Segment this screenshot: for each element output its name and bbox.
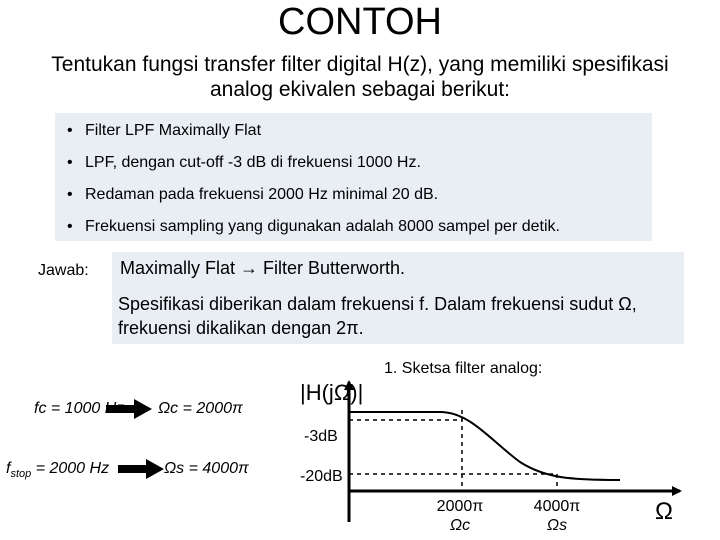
db20-label: -20dB: [300, 468, 343, 485]
bullet: •: [67, 186, 73, 203]
answer-line-1-suffix: Filter Butterworth.: [258, 258, 406, 278]
bullet: •: [67, 218, 73, 235]
right-arrow-icon: [118, 459, 164, 479]
answer-box: Maximally Flat → Filter Butterworth. Spe…: [112, 252, 684, 344]
answer-line-1: Maximally Flat → Filter Butterworth.: [120, 258, 405, 279]
bullet: •: [67, 154, 73, 171]
right-arrow-icon: →: [240, 258, 259, 278]
problem-statement: Tentukan fungsi transfer filter digital …: [51, 53, 669, 101]
sketch-caption: 1. Sketsa filter analog:: [384, 360, 543, 377]
fstop-symbol: f: [6, 460, 11, 477]
response-curve: [349, 411, 621, 481]
fc-formula: fc = 1000 Hz: [34, 400, 125, 417]
xtick-omega-s: 4000π Ωs: [525, 497, 589, 535]
omega-c-formula: Ωc = 2000π: [158, 400, 243, 417]
spec-item-text: Filter LPF Maximally Flat: [85, 122, 262, 139]
spec-item-text: Frekuensi sampling yang digunakan adalah…: [85, 218, 560, 235]
spec-box: • Filter LPF Maximally Flat • LPF, dengan …: [55, 113, 652, 241]
xtick-omega-s-symbol: Ωs: [546, 517, 568, 534]
spec-item: • Redaman pada frekuensi 2000 Hz minimal …: [67, 185, 438, 205]
fstop-subscript: stop: [10, 468, 32, 481]
frequency-axis-label: Ω: [655, 498, 673, 525]
spec-item-text: LPF, dengan cut-off -3 dB di frekuensi 1…: [85, 154, 421, 171]
xtick-omega-c-symbol: Ωc: [449, 517, 471, 534]
spec-item: • Frekuensi sampling yang digunakan adala…: [67, 217, 560, 237]
xtick-omega-c: 2000π Ωc: [428, 497, 492, 535]
right-arrow-icon: [106, 399, 152, 419]
fstop-value: = 2000 Hz: [31, 460, 110, 477]
answer-line-2: Spesifikasi diberikan dalam frekuensi f.…: [118, 294, 637, 338]
answer-label: Jawab:: [38, 262, 89, 279]
slide-title: CONTOH: [278, 1, 442, 43]
spec-item: • Filter LPF Maximally Flat: [67, 121, 261, 141]
spec-item: • LPF, dengan cut-off -3 dB di frekuensi …: [67, 153, 421, 173]
magnitude-axis-label: |H(jΩ)|: [300, 380, 364, 405]
answer-line-1-prefix: Maximally Flat: [120, 258, 241, 278]
db3-label: -3dB: [304, 428, 338, 445]
spec-item-text: Redaman pada frekuensi 2000 Hz minimal 2…: [85, 186, 439, 203]
xtick-omega-s-value: 4000π: [533, 498, 581, 515]
omega-s-formula: Ωs = 4000π: [164, 460, 249, 477]
bullet: •: [67, 122, 73, 139]
fstop-formula: fstop = 2000 Hz: [6, 460, 109, 480]
xtick-omega-c-value: 2000π: [436, 498, 484, 515]
